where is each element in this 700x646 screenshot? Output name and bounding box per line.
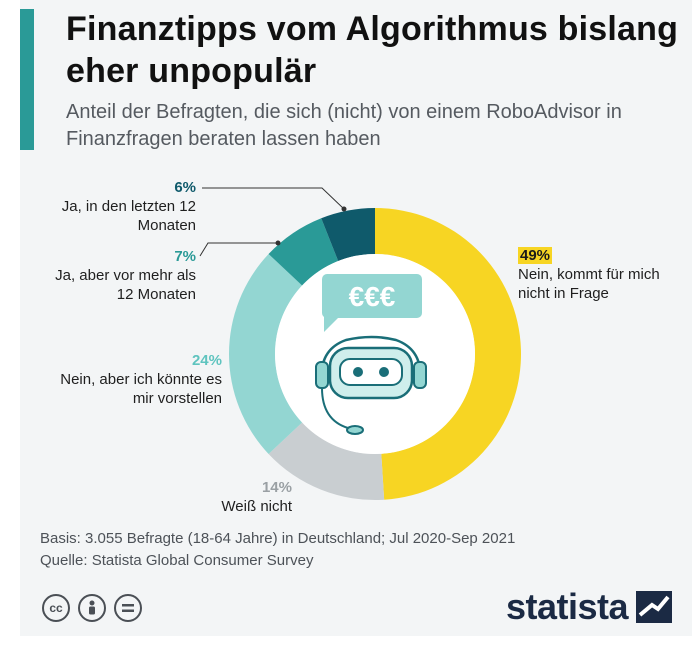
label-weiss-nicht: 14% Weiß nicht: [146, 478, 292, 516]
category-label-nein-nicht: Nein, kommt für mich nicht in Frage: [518, 266, 660, 302]
category-label-weiss-nicht: Weiß nicht: [221, 498, 292, 515]
donut-slice: [321, 208, 375, 262]
label-vor-mehr-12: 7% Ja, aber vor mehr als 12 Monaten: [36, 247, 196, 304]
by-icon[interactable]: [78, 594, 106, 622]
value-label-14: 14%: [261, 479, 292, 496]
speech-bubble-tail: [324, 316, 338, 332]
leader-dot-7: [275, 240, 281, 246]
donut-slice: [268, 218, 339, 286]
category-label-letzten-12: Ja, in den letzten 12 Monaten: [61, 198, 196, 234]
leader-line-7: [199, 242, 278, 257]
category-label-vor-mehr-12: Ja, aber vor mehr als 12 Monaten: [55, 267, 196, 303]
accent-bar: [20, 9, 34, 150]
donut-slice: [268, 422, 385, 501]
headset-mic-arm: [321, 387, 349, 429]
robot-visor: [339, 358, 403, 386]
label-letzten-12: 6% Ja, in den letzten 12 Monaten: [36, 178, 196, 235]
robot-headset-icon: €€€: [315, 274, 427, 435]
cc-icon[interactable]: cc: [42, 594, 70, 622]
brand-name: statista: [506, 586, 629, 627]
source-note: Quelle: Statista Global Consumer Survey: [40, 552, 314, 569]
headset-mic: [346, 425, 364, 435]
robot-eye-right: [379, 367, 389, 377]
page-subtitle: Anteil der Befragten, die sich (nicht) v…: [66, 101, 622, 150]
leader-lines: [199, 187, 347, 257]
footer-notes: Basis: 3.055 Befragte (18-64 Jahre) in D…: [40, 528, 660, 572]
value-label-24: 24%: [191, 352, 222, 369]
basis-note: Basis: 3.055 Befragte (18-64 Jahre) in D…: [40, 530, 516, 547]
donut-slice: [228, 254, 303, 454]
speech-bubble: [322, 274, 422, 318]
license-icons: cc: [42, 594, 142, 622]
page-title: Finanztipps vom Algorithmus bislang eher…: [66, 10, 679, 90]
statista-logo-icon: [636, 591, 673, 623]
headset-ear-left: [315, 361, 329, 389]
value-label-7: 7%: [174, 248, 196, 265]
statista-logo[interactable]: statista: [506, 586, 673, 628]
category-label-vorstellen: Nein, aber ich könnte es mir vorstellen: [60, 371, 222, 407]
leader-dot-6: [341, 206, 347, 212]
value-label-49: 49%: [518, 247, 553, 264]
donut-slice: [375, 208, 522, 500]
label-vorstellen: 24% Nein, aber ich könnte es mir vorstel…: [36, 351, 222, 408]
headset-band: [320, 335, 422, 385]
nd-icon[interactable]: [114, 594, 142, 622]
headset-ear-right: [413, 361, 427, 389]
label-nein-nicht: 49% Nein, kommt für mich nicht in Frage: [518, 246, 678, 303]
leader-line-6: [202, 187, 345, 210]
robot-eye-left: [353, 367, 363, 377]
speech-bubble-text: €€€: [349, 281, 396, 312]
value-label-6: 6%: [174, 179, 196, 196]
